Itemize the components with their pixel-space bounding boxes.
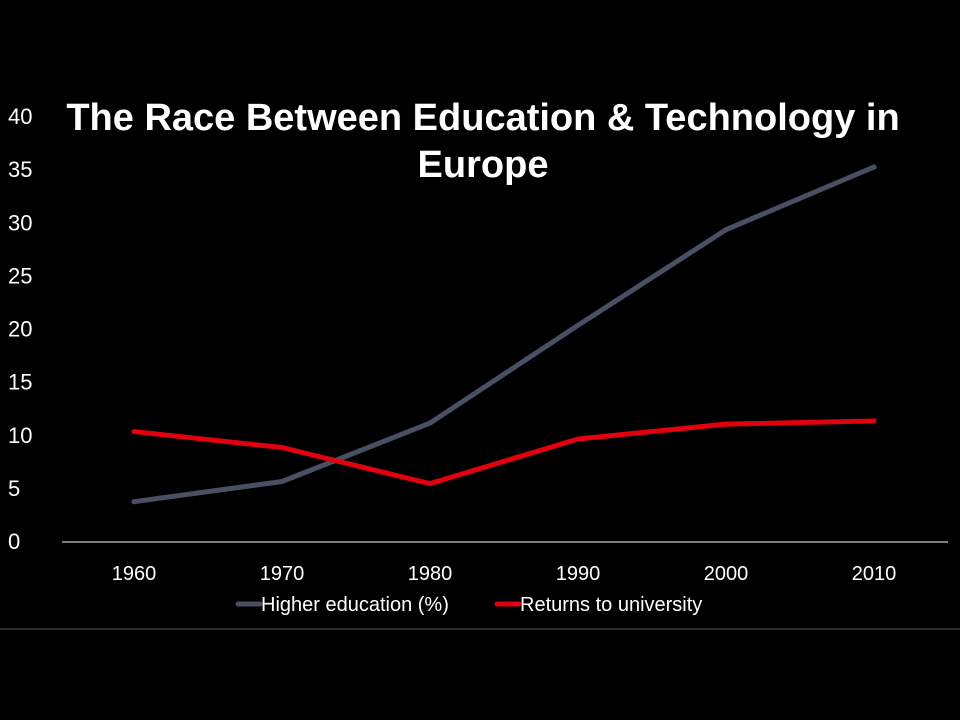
y-tick-label: 40 <box>8 104 32 129</box>
data-point <box>427 481 433 487</box>
data-point <box>279 479 285 484</box>
y-tick-label: 30 <box>8 210 32 235</box>
data-point <box>575 436 581 442</box>
x-tick-label: 2010 <box>852 563 897 585</box>
x-tick-label: 1980 <box>408 563 453 585</box>
legend-label: Higher education (%) <box>261 594 449 616</box>
chart-title-line-1: The Race Between Education & Technology … <box>66 97 899 139</box>
data-point <box>723 227 729 233</box>
legend-label: Returns to university <box>520 594 702 616</box>
series-line-1 <box>131 418 877 487</box>
chart-title-line-2: Europe <box>418 144 549 186</box>
y-tick-label: 0 <box>8 529 20 554</box>
data-point <box>723 421 729 427</box>
y-tick-label: 25 <box>8 263 32 288</box>
x-axis: 1960 1970 1980 1990 2000 2010 <box>112 563 897 585</box>
y-tick-label: 20 <box>8 317 32 342</box>
data-point <box>871 164 877 170</box>
y-tick-label: 15 <box>8 370 32 395</box>
series-group <box>131 164 877 505</box>
chart-title: The Race Between Education & Technology … <box>66 97 899 186</box>
y-tick-label: 5 <box>8 476 20 501</box>
data-point <box>427 420 433 426</box>
y-axis: 0 5 10 15 20 25 30 35 40 <box>8 104 32 554</box>
data-point <box>279 445 285 450</box>
y-tick-label: 35 <box>8 157 32 182</box>
x-tick-label: 1970 <box>260 563 305 585</box>
data-point <box>575 322 581 328</box>
data-point <box>131 429 137 435</box>
x-tick-label: 1960 <box>112 563 157 585</box>
series-line-0 <box>131 164 877 505</box>
legend: Higher education (%) Returns to universit… <box>235 594 702 616</box>
y-tick-label: 10 <box>8 423 32 448</box>
data-point <box>131 499 137 505</box>
x-tick-label: 1990 <box>556 563 601 585</box>
x-tick-label: 2000 <box>704 563 749 585</box>
data-point <box>871 418 877 424</box>
